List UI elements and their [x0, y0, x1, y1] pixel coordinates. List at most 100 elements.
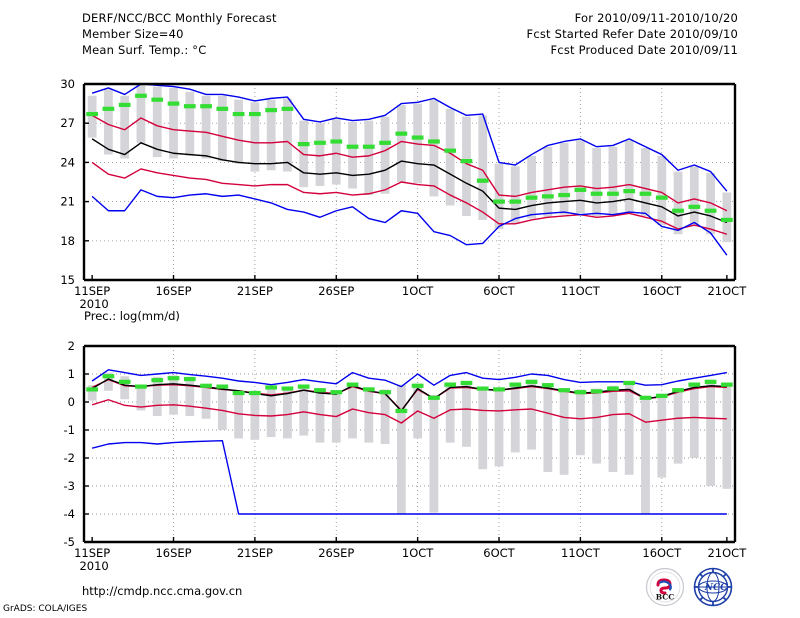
x-tick-label: 21OCT: [707, 546, 747, 560]
x-tick-label: 16OCT: [642, 546, 682, 560]
series-line: [91, 439, 727, 515]
website-url[interactable]: http://cmdp.ncc.cma.gov.cn: [82, 584, 243, 598]
median-marker: [281, 386, 294, 391]
x-tick-label: 21OCT: [707, 284, 747, 298]
median-marker: [574, 187, 587, 192]
y-tick-label: -3: [64, 479, 75, 493]
ensemble-spread-bar: [380, 116, 390, 194]
median-marker: [151, 97, 164, 102]
series-line: [91, 114, 728, 212]
x-tick-label: 1OCT: [402, 284, 434, 298]
ensemble-spread-bar: [185, 376, 195, 416]
ensemble-spread-bar: [136, 84, 146, 143]
median-marker: [721, 217, 733, 222]
median-marker: [623, 380, 636, 386]
ensemble-spread-bar: [494, 163, 504, 230]
series-lines: [91, 83, 728, 256]
variable-label: Mean Surf. Temp.: °C: [82, 43, 207, 57]
ensemble-spread-bar: [722, 382, 732, 489]
y-tick-label: -2: [64, 451, 75, 465]
median-marker: [249, 390, 261, 396]
median-marker: [411, 135, 424, 140]
median-marker: [623, 189, 636, 194]
ensemble-spread-bar: [462, 381, 471, 447]
median-marker: [86, 111, 98, 117]
ensemble-spread-bar: [559, 388, 569, 475]
ensemble-spread-bar: [299, 384, 309, 436]
ensemble-spread-bar: [266, 385, 276, 437]
median-marker: [574, 390, 587, 395]
x-tick-label: 16OCT: [642, 284, 682, 298]
median-marker: [476, 178, 489, 183]
median-marker: [314, 140, 326, 145]
series-line: [91, 369, 727, 388]
page-title: DERF/NCC/BCC Monthly Forecast: [82, 11, 277, 25]
series-line: [91, 161, 728, 235]
ensemble-spread-bar: [559, 142, 569, 215]
ensemble-spread-bar: [429, 395, 439, 513]
y-tick-label: 24: [60, 155, 75, 169]
ensemble-spread-bar: [657, 393, 667, 478]
median-marker: [297, 142, 310, 147]
ensemble-spread-bar: [250, 102, 260, 172]
median-marker: [118, 379, 131, 384]
median-marker: [607, 386, 619, 391]
median-marker: [590, 191, 603, 196]
ensemble-spread-bar: [348, 121, 357, 189]
median-marker: [265, 385, 278, 390]
ensemble-spread-bar: [641, 148, 650, 216]
x-tick-label: 11SEP: [74, 284, 110, 298]
median-marker: [362, 144, 375, 149]
median-marker: [460, 380, 473, 386]
median-marker: [86, 387, 98, 392]
median-marker: [183, 376, 196, 382]
median-marker: [330, 139, 343, 144]
bcc-logo-icon: BCC: [645, 567, 685, 607]
ensemble-spread-bar: [510, 166, 520, 224]
median-marker: [704, 379, 717, 384]
grads-credit: GrADS: COLA/IGES: [3, 604, 88, 614]
median-marker: [216, 106, 229, 111]
forecast-period-label: For 2010/09/11-2010/10/20: [574, 11, 738, 25]
median-markers: [86, 93, 733, 222]
y-tick-label: 21: [60, 195, 75, 209]
ensemble-spread-bar: [608, 385, 618, 472]
median-marker: [639, 191, 652, 196]
ensemble-spread-bar: [152, 376, 162, 416]
ensemble-spread-bar: [348, 382, 357, 439]
median-marker: [509, 382, 522, 387]
ensemble-spread-bar: [575, 389, 585, 456]
ensemble-spread-bar: [136, 384, 146, 411]
median-marker: [216, 384, 229, 389]
plot-frame: [82, 82, 737, 282]
median-marker: [525, 195, 538, 200]
median-marker: [688, 204, 701, 209]
ensemble-spread-bar: [624, 140, 634, 213]
ensemble-spread-bar: [624, 381, 634, 475]
ensemble-spread-bar: [315, 123, 325, 186]
plot-frame: [82, 344, 737, 544]
median-marker: [362, 387, 375, 392]
x-tick-label: 6OCT: [483, 284, 515, 298]
ensemble-spread-bar: [87, 95, 97, 138]
median-marker: [314, 388, 326, 393]
ensemble-spread-bar: [543, 146, 553, 218]
member-size-label: Member Size=40: [82, 27, 184, 41]
ensemble-spread-bar: [527, 155, 536, 219]
ensemble-spread-bar: [592, 148, 602, 216]
ncc-logo-label: NCC: [704, 583, 728, 593]
grid-lines: [84, 84, 735, 280]
ensemble-spread-bar: [169, 375, 178, 415]
median-marker: [297, 384, 310, 389]
ensemble-spread-bar: [462, 116, 471, 216]
grid-lines: [84, 346, 735, 542]
ensemble-spread-bar: [445, 382, 455, 443]
ensemble-spread-bar: [396, 104, 406, 182]
median-marker: [200, 383, 212, 388]
precipitation-panel-title: Prec.: log(mm/d): [84, 309, 180, 323]
median-marker: [476, 386, 489, 391]
series-line: [91, 138, 728, 224]
median-marker: [346, 144, 359, 149]
median-marker: [118, 102, 131, 108]
